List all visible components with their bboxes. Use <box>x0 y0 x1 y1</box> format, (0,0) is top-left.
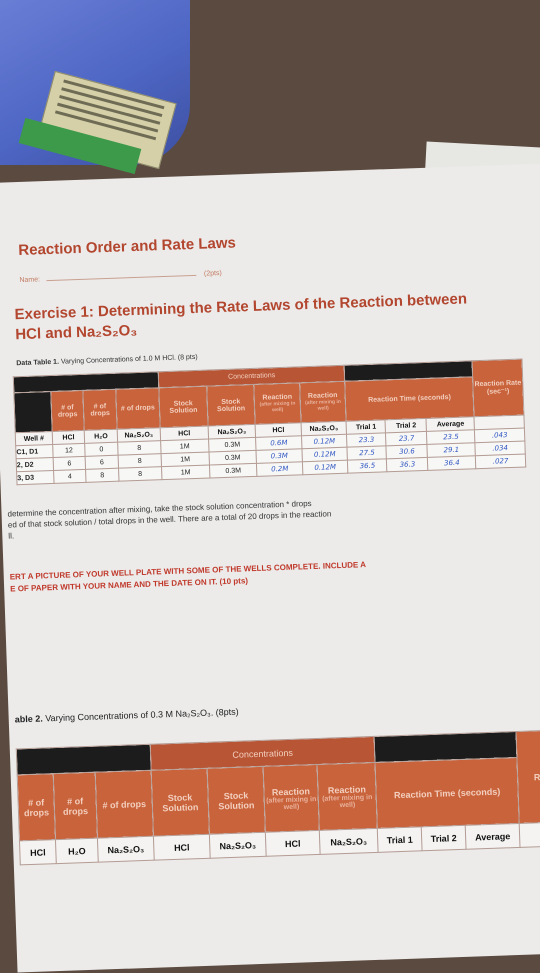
col-header: Well # <box>15 431 53 446</box>
col-header: Na₂S₂O₃ <box>209 832 267 859</box>
stock-header: Stock Solution <box>207 766 266 835</box>
reaction-rate-header: Reaction Rate (sec⁻¹) <box>472 359 524 417</box>
name-field[interactable] <box>45 267 196 282</box>
drops-header: # of drops <box>53 772 98 840</box>
name-label: Name: <box>19 276 41 285</box>
points-label: (2pts) <box>203 269 222 278</box>
worksheet-page: Reaction Order and Rate Laws Name: (2pts)… <box>0 163 540 973</box>
col-header: HCl <box>153 834 211 861</box>
data-table-1: Concentrations Reaction Rate (sec⁻¹) # o… <box>13 359 526 486</box>
stock-header: Stock Solution <box>206 384 256 427</box>
col-header: HCl <box>265 830 321 857</box>
drops-header: # of drops <box>50 390 85 432</box>
reaction-time-header: Reaction Time (seconds) <box>375 757 520 829</box>
worksheet-title: Reaction Order and Rate Laws <box>18 234 237 260</box>
col-header: Na₂S₂O₃ <box>319 828 379 855</box>
drops-header: # of drops <box>17 773 56 841</box>
col-header: Trial 2 <box>421 825 467 851</box>
reaction-time-header: Reaction Time (seconds) <box>344 376 475 422</box>
reaction-after-header: Reaction (after mixing in well) <box>299 381 347 423</box>
col-header: Average <box>465 823 521 850</box>
col-header: H₂O <box>55 838 99 864</box>
reaction-after-header: Reaction (after mixing in well) <box>254 382 301 425</box>
data-table-2: Concentrations Re # of drops # of drops … <box>16 729 540 865</box>
table1-caption: Data Table 1. Varying Concentrations of … <box>16 353 198 368</box>
instructions-text: determine the concentration after mixing… <box>7 498 332 541</box>
col-header: HCl <box>19 839 57 865</box>
drops-header: # of drops <box>115 387 161 430</box>
stock-header: Stock Solution <box>158 386 208 428</box>
col-header: Trial 1 <box>377 826 423 853</box>
col-header: Na₂S₂O₃ <box>97 836 155 863</box>
reaction-after-header: Reaction (after mixing in well) <box>317 762 378 831</box>
col-header: HCl <box>52 430 85 445</box>
stock-header: Stock Solution <box>151 768 210 837</box>
reaction-rate-header-partial: Re <box>516 729 540 824</box>
exercise-title: Exercise 1: Determining the Rate Laws of… <box>14 290 468 344</box>
drops-header: # of drops <box>83 389 117 431</box>
table2-caption: able 2. Varying Concentrations of 0.3 M … <box>14 706 239 725</box>
insert-picture-instruction: ERT A PICTURE OF YOUR WELL PLATE WITH SO… <box>9 560 367 594</box>
col-header: H₂O <box>84 429 118 444</box>
drops-header: # of drops <box>95 770 154 839</box>
reaction-after-header: Reaction (after mixing in well) <box>263 764 320 833</box>
name-row: Name: (2pts) <box>19 267 222 284</box>
